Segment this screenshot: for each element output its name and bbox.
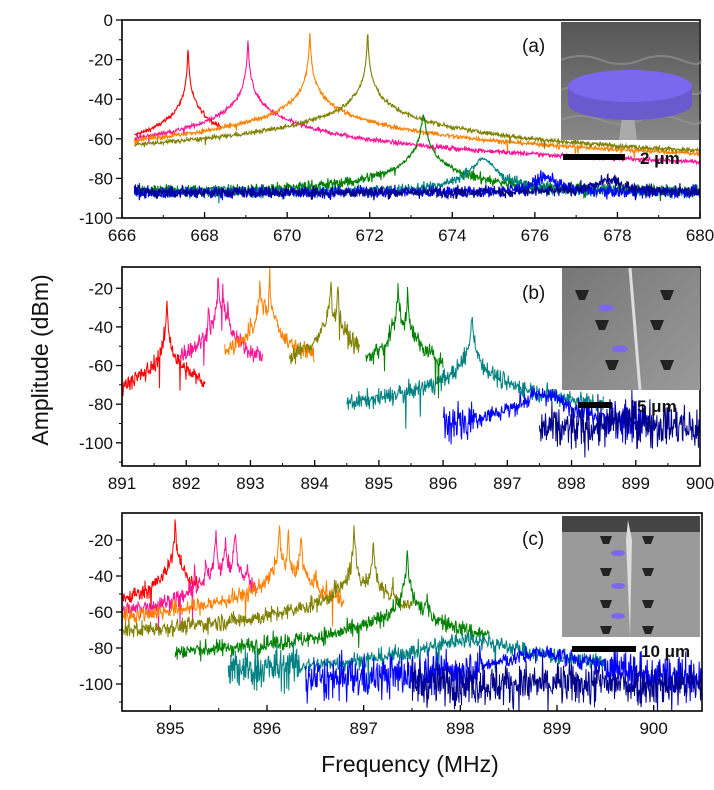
y-tick-label-b: -60 <box>88 357 113 376</box>
y-tick-label-a: 0 <box>104 11 113 30</box>
x-tick-label-b: 891 <box>108 474 136 493</box>
panel-label-b: (b) <box>522 283 545 304</box>
panel-label-c: (c) <box>522 529 544 550</box>
panel-a: 666 668 670 672 674 676 678 680 0 -20 -40 -60 -80 -10… <box>79 11 714 245</box>
x-tick-label-b: 893 <box>236 474 264 493</box>
x-tick-label-c: 895 <box>156 719 184 738</box>
traces-c <box>122 519 702 711</box>
y-tick-label-b: -100 <box>79 434 113 453</box>
series-trace-b-1 <box>122 300 206 397</box>
series-trace-b-8 <box>538 388 700 458</box>
y-tick-label-c: -20 <box>88 531 113 550</box>
x-tick-label-a: 680 <box>686 226 714 245</box>
series-trace-c-4 <box>122 525 413 638</box>
y-tick-label-a: -80 <box>88 169 113 188</box>
traces-a <box>133 33 700 204</box>
y-tick-label-c: -60 <box>88 603 113 622</box>
scale-bar-label-c: 10 μm <box>641 642 690 661</box>
series-trace-a-8 <box>134 172 700 201</box>
y-tick-label-c: -40 <box>88 567 113 586</box>
x-tick-label-a: 674 <box>438 226 466 245</box>
panel-c: 895 896 897 898 899 900 -20 -40 -60 -80 -100 (c) <box>79 512 703 738</box>
scale-bar-c <box>572 646 636 652</box>
x-tick-label-c: 896 <box>253 719 281 738</box>
x-tick-label-b: 899 <box>622 474 650 493</box>
traces-b <box>122 267 700 458</box>
x-tick-label-a: 666 <box>108 226 136 245</box>
series-trace-b-4 <box>288 281 360 365</box>
y-tick-label-a: -40 <box>88 90 113 109</box>
series-trace-c-8 <box>411 655 702 711</box>
x-tick-label-b: 892 <box>172 474 200 493</box>
series-trace-a-6 <box>133 156 700 204</box>
series-trace-a-3 <box>133 33 700 159</box>
y-tick-label-a: -60 <box>88 130 113 149</box>
x-tick-label-c: 899 <box>543 719 571 738</box>
series-trace-b-6 <box>365 283 444 399</box>
inset-sem-image-disk <box>560 22 702 140</box>
x-tick-label-a: 670 <box>273 226 301 245</box>
inset-sem-image-array-c <box>562 516 700 637</box>
y-tick-label-a: -100 <box>79 209 113 228</box>
x-tick-label-b: 895 <box>365 474 393 493</box>
series-trace-c-3 <box>122 525 345 627</box>
x-tick-label-a: 676 <box>521 226 549 245</box>
series-trace-a-1 <box>134 49 222 138</box>
x-tick-label-a: 668 <box>190 226 218 245</box>
series-trace-c-6 <box>227 632 606 694</box>
panel-b: 891 892 893 894 895 896 897 898 899 900 -20 -40 -60 -… <box>79 266 714 493</box>
series-trace-c-1 <box>122 519 200 617</box>
inset-sem-image-array-b <box>562 267 700 391</box>
x-tick-label-b: 898 <box>557 474 585 493</box>
y-axis-label: Amplitude (dBm) <box>27 274 53 445</box>
x-tick-label-c: 897 <box>349 719 377 738</box>
y-tick-label-c: -100 <box>79 675 113 694</box>
series-trace-c-5 <box>174 550 490 671</box>
scale-bar-label-b: 5 μm <box>637 397 677 416</box>
x-tick-label-b: 894 <box>300 474 328 493</box>
panel-label-a: (a) <box>522 36 545 57</box>
series-trace-c-2 <box>122 530 258 630</box>
y-tick-label-b: -40 <box>88 318 113 337</box>
x-tick-label-a: 672 <box>356 226 384 245</box>
scale-bar-label-a: 2 μm <box>640 149 680 168</box>
y-tick-label-c: -80 <box>88 639 113 658</box>
series-trace-b-5 <box>346 316 604 429</box>
series-trace-a-4 <box>134 34 700 154</box>
x-tick-label-c: 900 <box>639 719 667 738</box>
y-tick-label-a: -20 <box>88 51 113 70</box>
x-axis-label: Frequency (MHz) <box>321 751 499 777</box>
series-trace-c-7 <box>305 645 702 711</box>
x-tick-label-b: 900 <box>686 474 714 493</box>
x-tick-label-b: 897 <box>493 474 521 493</box>
scale-bar-a <box>563 154 625 160</box>
x-tick-label-b: 896 <box>429 474 457 493</box>
scale-bar-b <box>578 402 612 408</box>
y-tick-label-b: -20 <box>88 279 113 298</box>
x-tick-label-a: 678 <box>603 226 631 245</box>
y-tick-label-b: -80 <box>88 395 113 414</box>
series-trace-b-2 <box>179 277 264 366</box>
x-tick-label-c: 898 <box>446 719 474 738</box>
